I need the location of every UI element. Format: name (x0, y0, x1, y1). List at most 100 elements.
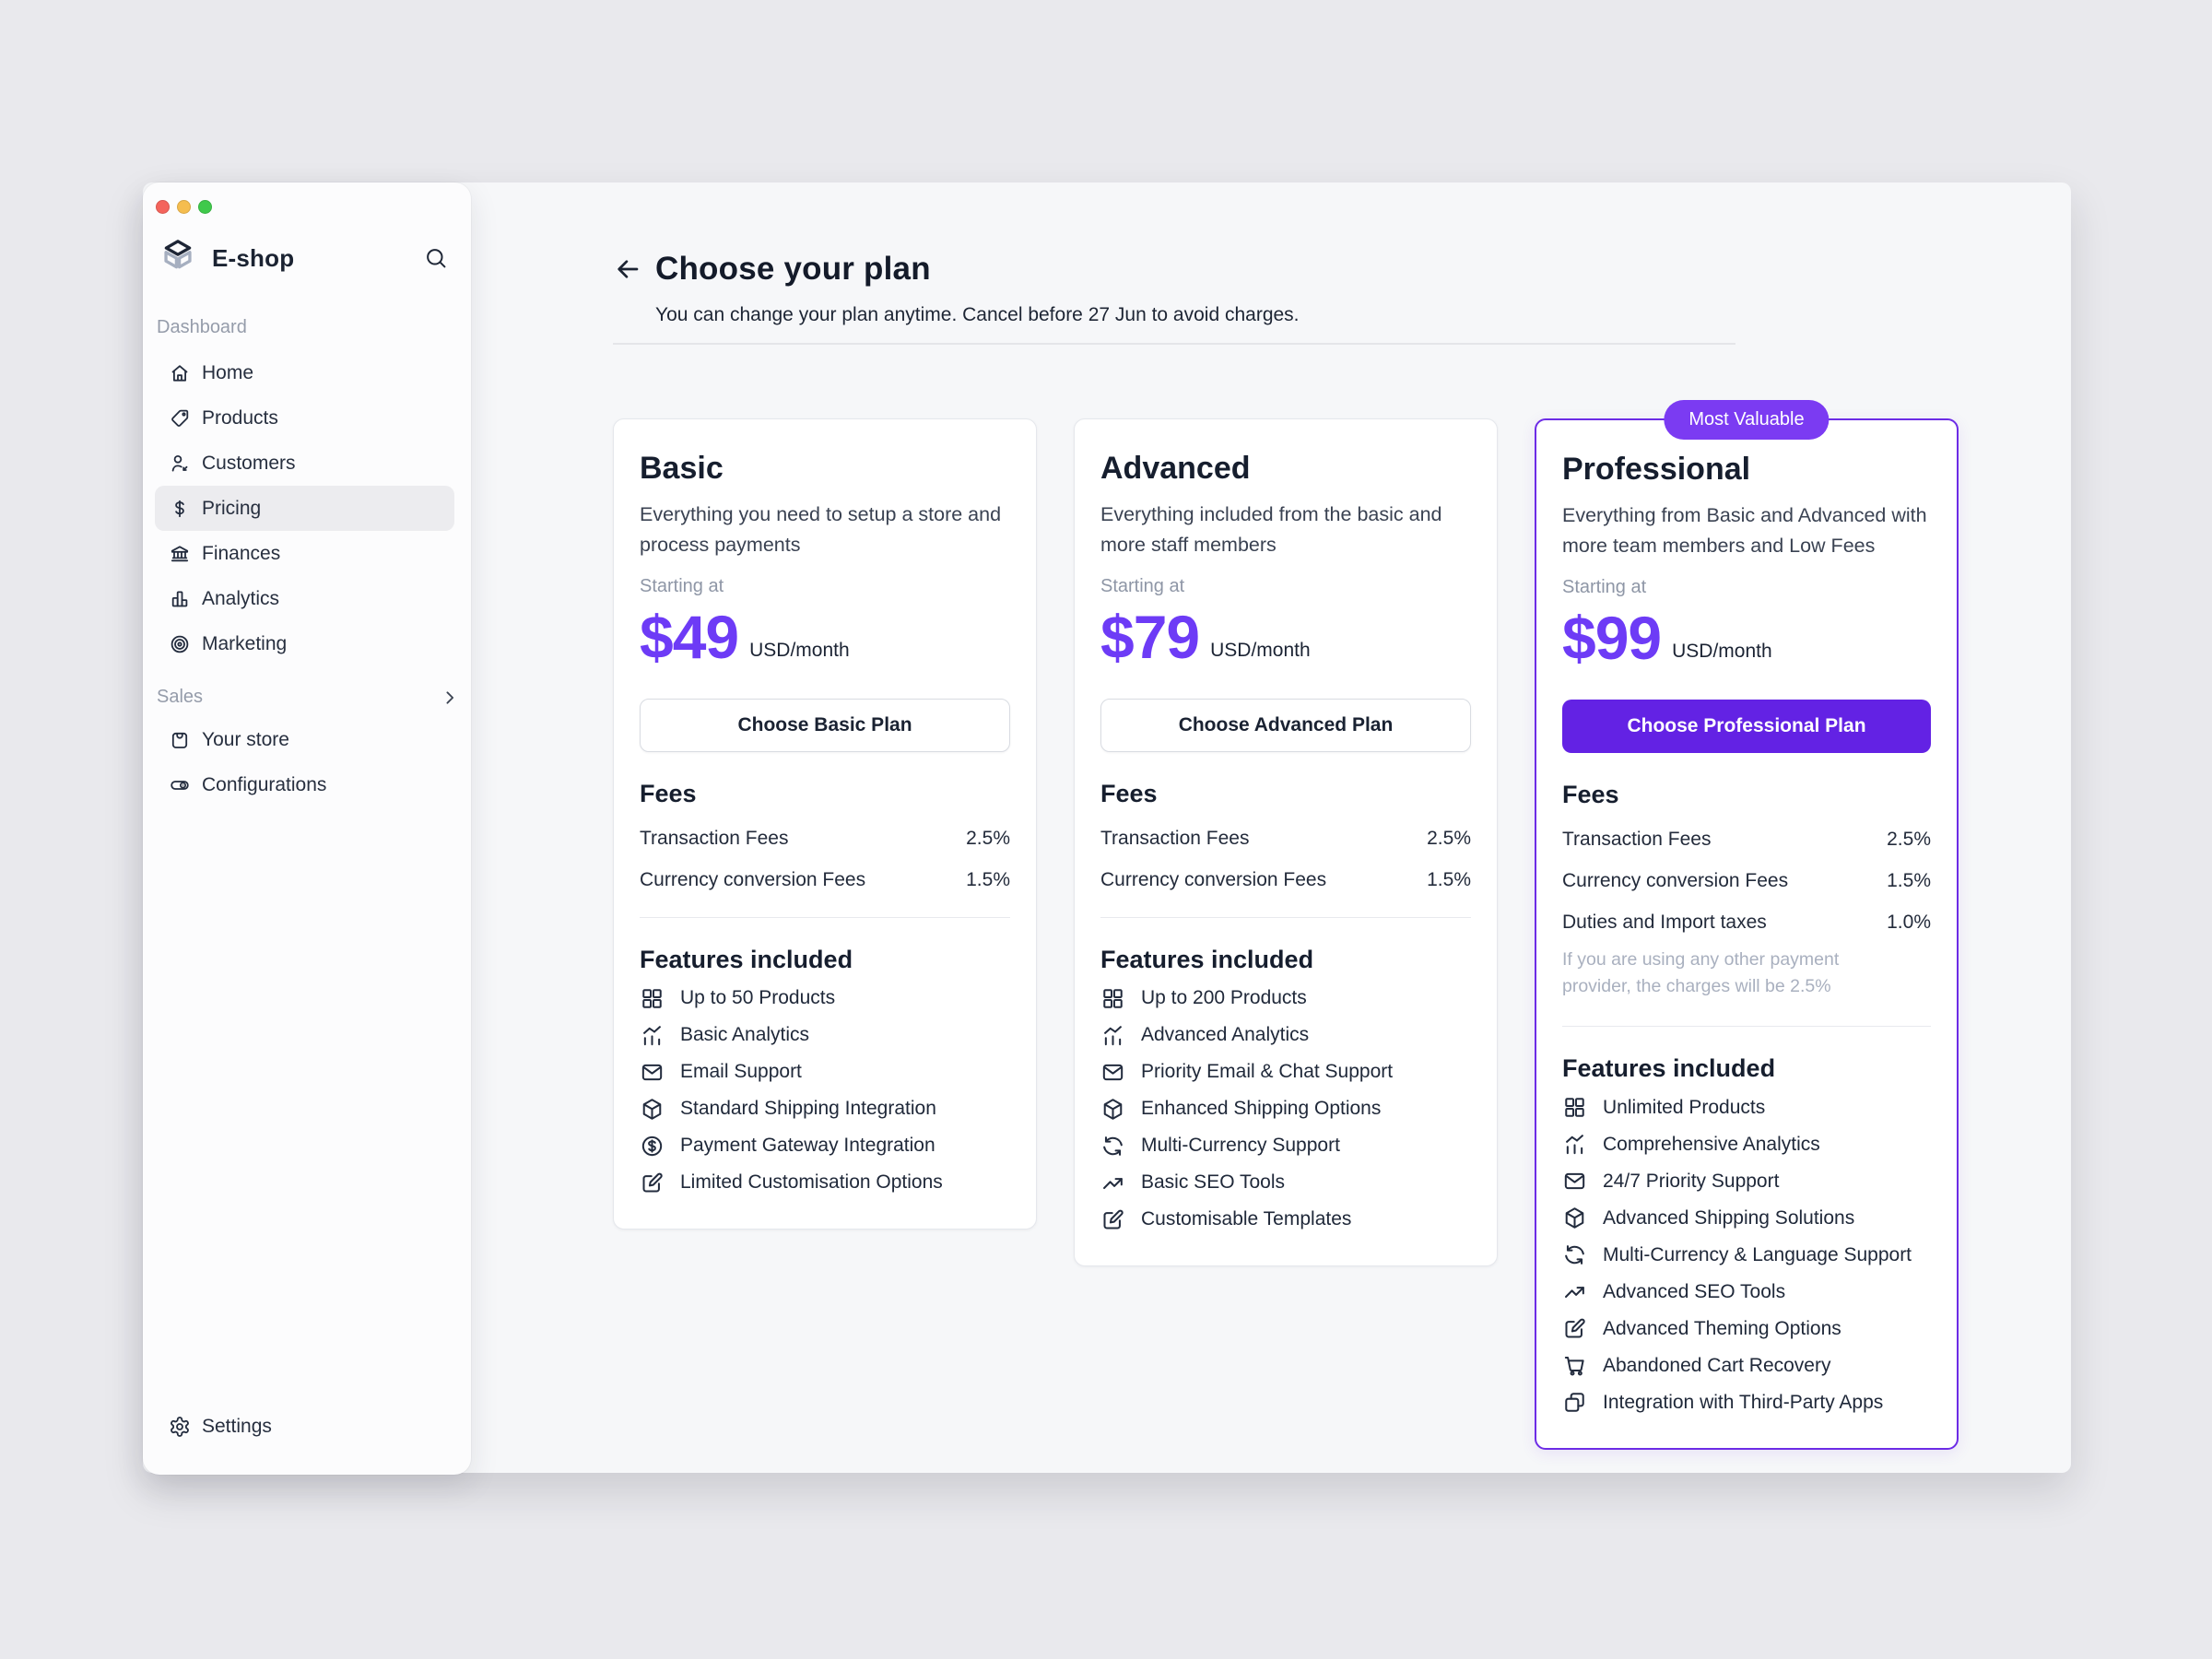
feature-row: 24/7 Priority Support (1562, 1169, 1931, 1194)
sidebar: E-shop Dashboard Home Products Customers… (143, 182, 471, 1475)
plan-price: $49 (640, 602, 739, 671)
minimize-button[interactable] (177, 200, 191, 214)
sidebar-section-label: Dashboard (157, 317, 247, 337)
analytics-icon (640, 1023, 665, 1048)
chevron-right-icon[interactable] (440, 688, 460, 708)
fee-value: 1.5% (1427, 868, 1471, 890)
package-icon (1562, 1206, 1587, 1230)
choose-advanced-plan-button[interactable]: Choose Advanced Plan (1100, 698, 1471, 752)
fee-row: Transaction Fees 2.5% (1100, 828, 1471, 850)
features-title: Features included (1562, 1054, 1776, 1083)
feature-label: Priority Email & Chat Support (1141, 1061, 1394, 1083)
feature-label: Limited Customisation Options (680, 1171, 943, 1194)
sidebar-item-finances[interactable]: Finances (155, 531, 454, 576)
header-divider (613, 343, 1735, 345)
feature-row: Advanced SEO Tools (1562, 1279, 1931, 1304)
feature-label: Comprehensive Analytics (1603, 1133, 1820, 1155)
price-row: $99 USD/month (1562, 607, 1931, 668)
gear-icon (169, 1416, 191, 1438)
feature-label: 24/7 Priority Support (1603, 1170, 1780, 1192)
feature-label: Email Support (680, 1061, 802, 1083)
feature-label: Advanced Analytics (1141, 1024, 1310, 1046)
grid-icon (1562, 1095, 1587, 1120)
plan-description: Everything you need to setup a store and… (640, 503, 1002, 557)
package-icon (1100, 1097, 1125, 1122)
search-icon[interactable] (423, 244, 451, 272)
fee-row: Duties and Import taxes 1.0% (1562, 912, 1931, 934)
sidebar-item-marketing[interactable]: Marketing (155, 621, 454, 666)
feature-label: Up to 200 Products (1141, 987, 1307, 1009)
card-divider (1100, 916, 1471, 918)
feature-row: Enhanced Shipping Options (1100, 1097, 1471, 1122)
feature-label: Basic SEO Tools (1141, 1171, 1286, 1194)
dollar-circle-icon (640, 1134, 665, 1159)
plan-name: Professional (1562, 452, 1751, 487)
sidebar-item-products[interactable]: Products (155, 395, 454, 441)
plan-name: Basic (640, 451, 724, 486)
choose-basic-plan-button[interactable]: Choose Basic Plan (640, 698, 1010, 752)
trend-up-icon (1100, 1171, 1125, 1195)
zoom-button[interactable] (198, 200, 212, 214)
fee-row: Currency conversion Fees 1.5% (640, 869, 1010, 891)
exchange-icon (1100, 1134, 1125, 1159)
feature-label: Advanced SEO Tools (1603, 1280, 1786, 1302)
grid-icon (1100, 986, 1125, 1011)
fee-label: Currency conversion Fees (1100, 868, 1327, 890)
sidebar-item-home[interactable]: Home (155, 350, 454, 395)
sidebar-footer: Settings (155, 1404, 454, 1449)
feature-row: Standard Shipping Integration (640, 1097, 1010, 1122)
feature-row: Advanced Theming Options (1562, 1316, 1931, 1341)
fee-label: Transaction Fees (1562, 828, 1712, 850)
fee-row: Transaction Fees 2.5% (1562, 829, 1931, 851)
feature-label: Multi-Currency Support (1141, 1135, 1340, 1157)
page-subtitle: You can change your plan anytime. Cancel… (655, 304, 1300, 325)
feature-row: Up to 200 Products (1100, 986, 1471, 1011)
fee-row: Currency conversion Fees 1.5% (1100, 869, 1471, 891)
close-button[interactable] (156, 200, 170, 214)
plan-period: USD/month (1210, 639, 1311, 661)
feature-row: Advanced Shipping Solutions (1562, 1206, 1931, 1230)
sidebar-item-configurations[interactable]: Configurations (155, 762, 454, 807)
fee-label: Transaction Fees (1100, 827, 1250, 849)
feature-row: Customisable Templates (1100, 1207, 1471, 1232)
sidebar-section-label: Sales (157, 687, 204, 707)
bar-chart-icon (169, 588, 191, 610)
sidebar-item-pricing[interactable]: Pricing (155, 486, 454, 531)
feature-label: Multi-Currency & Language Support (1603, 1243, 1912, 1265)
feature-row: Payment Gateway Integration (640, 1134, 1010, 1159)
sidebar-item-customers[interactable]: Customers (155, 441, 454, 486)
arrow-left-icon[interactable] (613, 253, 644, 285)
plan-name: Advanced (1100, 451, 1251, 486)
feature-label: Standard Shipping Integration (680, 1098, 936, 1120)
feature-row: Integration with Third-Party Apps (1562, 1390, 1931, 1415)
shopping-bag-icon (169, 729, 191, 751)
feature-row: Abandoned Cart Recovery (1562, 1353, 1931, 1378)
price-row: $79 USD/month (1100, 606, 1471, 667)
feature-row: Comprehensive Analytics (1562, 1132, 1931, 1157)
sidebar-item-analytics[interactable]: Analytics (155, 576, 454, 621)
page-header: Choose your plan (613, 251, 2071, 288)
starting-at-label: Starting at (1100, 575, 1185, 596)
feature-row: Basic SEO Tools (1100, 1171, 1471, 1195)
tag-icon (169, 407, 191, 429)
fee-label: Transaction Fees (640, 827, 789, 849)
fee-value: 2.5% (1427, 827, 1471, 849)
home-icon (169, 362, 191, 384)
feature-label: Basic Analytics (680, 1024, 810, 1046)
feature-row: Limited Customisation Options (640, 1171, 1010, 1195)
features-title: Features included (640, 945, 853, 973)
choose-professional-plan-button[interactable]: Choose Professional Plan (1562, 699, 1931, 753)
feature-row: Multi-Currency Support (1100, 1134, 1471, 1159)
main-content: Choose your plan You can change your pla… (471, 182, 2071, 1473)
brand-row: E-shop (159, 238, 458, 278)
starting-at-label: Starting at (640, 575, 724, 596)
plan-card-advanced: Advanced Everything included from the ba… (1074, 418, 1498, 1266)
sidebar-item-your-store[interactable]: Your store (155, 717, 454, 762)
fee-value: 1.0% (1887, 911, 1931, 933)
sidebar-item-settings[interactable]: Settings (155, 1404, 454, 1449)
plan-card-basic: Basic Everything you need to setup a sto… (613, 418, 1037, 1230)
feature-row: Priority Email & Chat Support (1100, 1060, 1471, 1085)
card-divider (1562, 1026, 1931, 1028)
trend-up-icon (1562, 1279, 1587, 1304)
edit-icon (1562, 1316, 1587, 1341)
